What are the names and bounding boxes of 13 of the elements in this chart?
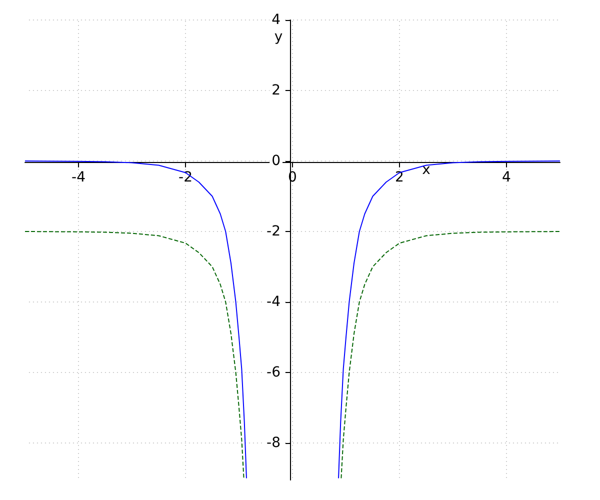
y-tick-label: 2 (272, 82, 281, 98)
y-tick-label: -4 (266, 294, 281, 310)
y-tick-label: 0 (272, 152, 281, 169)
x-axis-title: x (422, 162, 430, 178)
x-tick-label: 4 (502, 169, 512, 186)
y-tick-label: -2 (266, 223, 281, 240)
y-axis-title: y (274, 29, 283, 45)
y-tick-label: 4 (272, 12, 281, 28)
y-tick-label: -6 (266, 364, 281, 380)
y-tick-label: -8 (266, 434, 281, 451)
x-tick-label: -4 (72, 169, 86, 186)
x-tick-label: -2 (178, 169, 192, 186)
x-tick-label: 2 (395, 169, 404, 186)
